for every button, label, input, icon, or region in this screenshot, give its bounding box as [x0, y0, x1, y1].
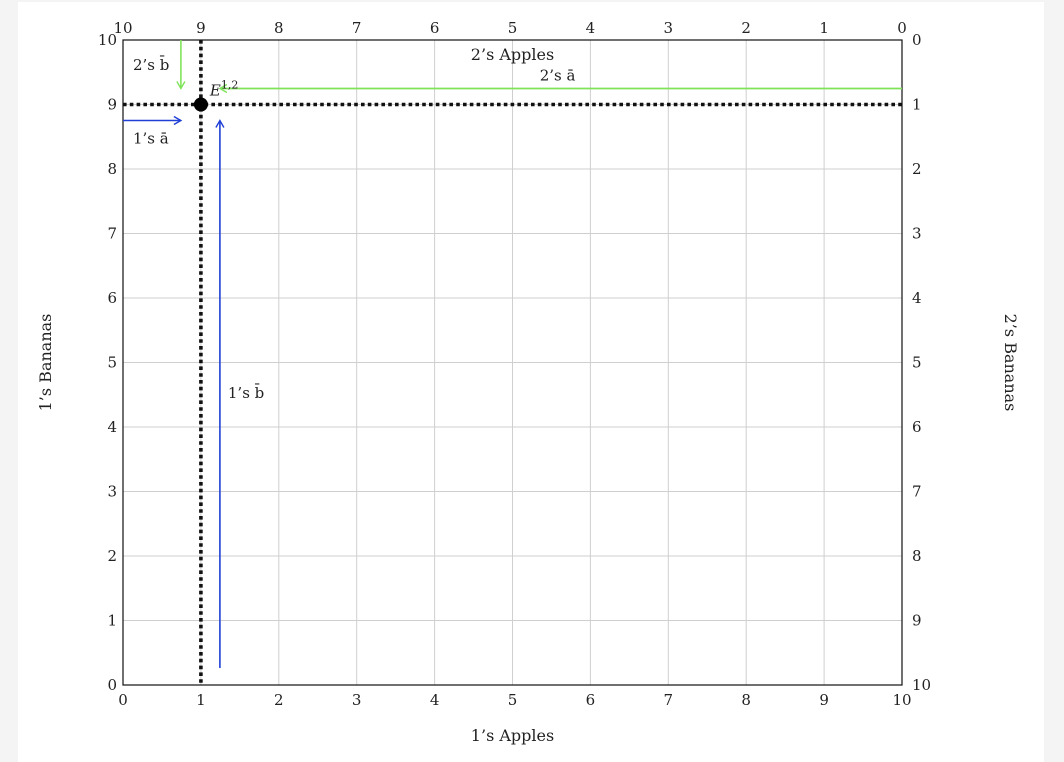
diagram-card: 0 1 2 3 4 5 6 7 8 9 10 0 1 2 3 4 5 6 7 8 9 10 10 9 8 7 6 5 4 3 2 1 0 0…: [18, 2, 1044, 762]
y-axis-left-title: 1’s Bananas: [36, 314, 55, 412]
tick-label-top: 8: [274, 19, 284, 37]
tick-label-right: 1: [912, 96, 922, 114]
tick-label-top: 9: [196, 19, 206, 37]
agent1-apples-annotation: 1’s ā: [133, 130, 169, 148]
tick-label-bottom: 10: [892, 691, 911, 709]
tick-label-bottom: 0: [118, 691, 128, 709]
top-tick-labels: 10 9 8 7 6 5 4 3 2 1 0: [113, 19, 906, 37]
tick-label-right: 4: [912, 289, 922, 307]
tick-label-right: 2: [912, 160, 922, 178]
tick-label-right: 10: [912, 676, 931, 694]
tick-label-left: 4: [107, 418, 117, 436]
y-axis-right-title: 2’s Bananas: [1001, 314, 1020, 412]
tick-label-top: 5: [508, 19, 518, 37]
tick-label-bottom: 7: [664, 691, 674, 709]
tick-label-bottom: 1: [196, 691, 206, 709]
tick-label-right: 7: [912, 483, 922, 501]
tick-label-right: 5: [912, 354, 922, 372]
tick-label-bottom: 6: [586, 691, 596, 709]
tick-label-left: 8: [107, 160, 117, 178]
tick-label-bottom: 4: [430, 691, 440, 709]
x-axis-top-title: 2’s Apples: [471, 45, 554, 64]
tick-label-left: 2: [107, 547, 117, 565]
tick-label-bottom: 2: [274, 691, 284, 709]
tick-label-left: 0: [107, 676, 117, 694]
endowment-point: [193, 97, 208, 112]
tick-label-top: 2: [741, 19, 751, 37]
tick-label-top: 4: [586, 19, 596, 37]
tick-label-bottom: 5: [508, 691, 518, 709]
tick-label-top: 10: [113, 19, 132, 37]
tick-label-top: 3: [664, 19, 674, 37]
tick-label-top: 0: [897, 19, 907, 37]
right-tick-labels: 0 1 2 3 4 5 6 7 8 9 10: [912, 31, 931, 694]
tick-label-bottom: 8: [741, 691, 751, 709]
endowment-label: E1,2: [209, 79, 238, 100]
tick-label-top: 6: [430, 19, 440, 37]
tick-label-left: 3: [107, 483, 117, 501]
tick-label-right: 6: [912, 418, 922, 436]
agent2-apples-annotation: 2’s ā: [540, 67, 576, 85]
grid-lines: [123, 40, 902, 685]
box-frame: [122, 39, 903, 686]
tick-label-right: 8: [912, 547, 922, 565]
tick-label-top: 7: [352, 19, 362, 37]
tick-label-bottom: 3: [352, 691, 362, 709]
agent1-bananas-annotation: 1’s b̄: [228, 384, 264, 402]
x-axis-bottom-title: 1’s Apples: [471, 726, 554, 745]
tick-label-right: 0: [912, 31, 922, 49]
left-tick-labels: 0 1 2 3 4 5 6 7 8 9 10: [98, 31, 117, 694]
tick-label-left: 6: [107, 289, 117, 307]
tick-label-left: 10: [98, 31, 117, 49]
bottom-tick-labels: 0 1 2 3 4 5 6 7 8 9 10: [118, 691, 911, 709]
tick-label-left: 1: [107, 612, 117, 630]
tick-label-right: 3: [912, 225, 922, 243]
tick-label-top: 1: [819, 19, 829, 37]
tick-label-left: 9: [107, 96, 117, 114]
tick-label-left: 5: [107, 354, 117, 372]
tick-label-bottom: 9: [819, 691, 829, 709]
tick-label-left: 7: [107, 225, 117, 243]
tick-label-right: 9: [912, 612, 922, 630]
agent2-bananas-annotation: 2’s b̄: [133, 56, 169, 74]
